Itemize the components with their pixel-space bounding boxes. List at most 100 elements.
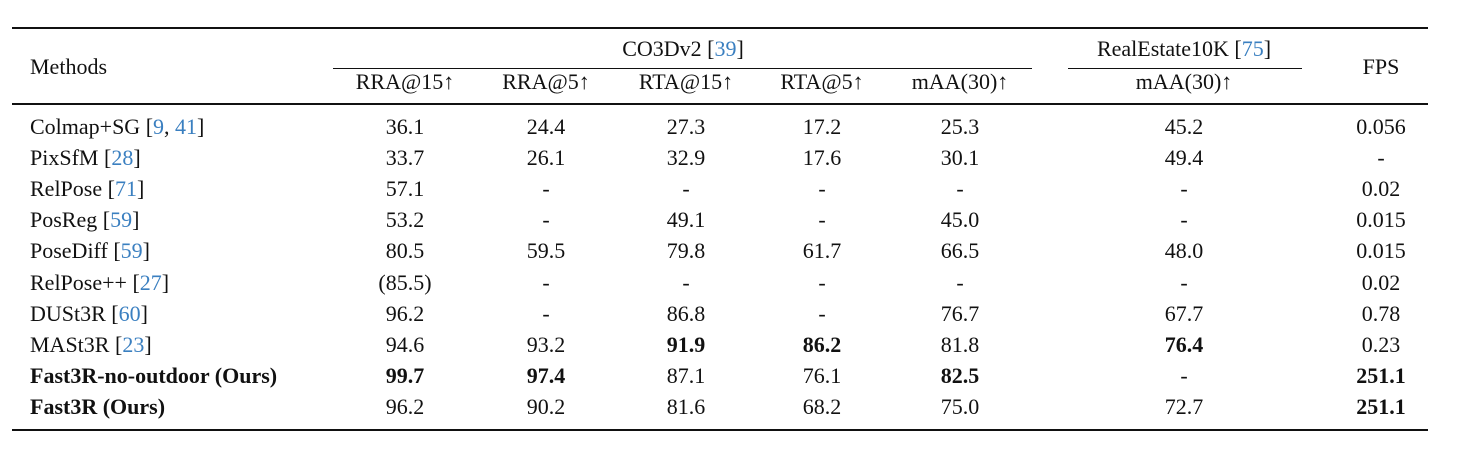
label: PosReg bbox=[30, 207, 98, 233]
value-cell: 91.9 bbox=[666, 331, 706, 357]
methods-header: Methods bbox=[30, 54, 107, 79]
value-cell: 0.02 bbox=[1361, 176, 1401, 202]
value-cell: 24.4 bbox=[526, 114, 566, 139]
value-cell: 94.6 bbox=[385, 331, 425, 357]
value-cell: 17.2 bbox=[802, 114, 842, 139]
value-cell: 86.8 bbox=[666, 300, 706, 326]
value-cell: 97.4 bbox=[526, 362, 566, 388]
label: Colmap+SG bbox=[30, 114, 141, 139]
method-name: PoseDiff [59] bbox=[30, 238, 150, 264]
citation: 71 bbox=[114, 176, 137, 202]
value-cell: 0.78 bbox=[1361, 300, 1401, 326]
bottom-rule bbox=[12, 429, 1428, 431]
value-cell: 76.1 bbox=[802, 362, 842, 388]
citation: 59 bbox=[110, 207, 133, 233]
value-cell: 45.0 bbox=[940, 207, 980, 233]
value-cell: 76.4 bbox=[1164, 331, 1204, 357]
method-name: Colmap+SG [9, 41] bbox=[30, 114, 205, 139]
value-cell: 48.0 bbox=[1164, 238, 1204, 264]
value-cell: - bbox=[818, 176, 826, 202]
value-cell: 0.015 bbox=[1356, 238, 1406, 264]
value-cell: 68.2 bbox=[802, 393, 842, 419]
value-cell: 33.7 bbox=[385, 145, 425, 171]
value-cell: 93.2 bbox=[526, 331, 566, 357]
method-name: Fast3R (Ours) bbox=[30, 393, 166, 419]
value-cell: - bbox=[1180, 207, 1188, 233]
group-rule bbox=[333, 68, 1032, 69]
method-name: PixSfM [28] bbox=[30, 145, 141, 171]
value-cell: 26.1 bbox=[526, 145, 566, 171]
value-cell: 96.2 bbox=[385, 300, 425, 326]
value-cell: 81.6 bbox=[666, 393, 706, 419]
value-cell: 96.2 bbox=[385, 393, 425, 419]
value-cell: 61.7 bbox=[802, 238, 842, 264]
value-cell: - bbox=[818, 207, 826, 233]
value-cell: 79.8 bbox=[666, 238, 706, 264]
value-cell: - bbox=[1180, 269, 1188, 295]
value-cell: 27.3 bbox=[666, 114, 706, 139]
column-header: RRA@15↑ bbox=[355, 69, 455, 94]
label: DUSt3R bbox=[30, 300, 106, 326]
value-cell: 99.7 bbox=[385, 362, 425, 388]
value-cell: 59.5 bbox=[526, 238, 566, 264]
value-cell: 75.0 bbox=[940, 393, 980, 419]
mid-rule bbox=[12, 103, 1428, 105]
label: RelPose++ bbox=[30, 269, 127, 295]
value-cell: 0.015 bbox=[1356, 207, 1406, 233]
value-cell: 80.5 bbox=[385, 238, 425, 264]
citation: 27 bbox=[139, 269, 162, 295]
column-header: RTA@15↑ bbox=[638, 69, 734, 94]
value-cell: 30.1 bbox=[940, 145, 980, 171]
value-cell: 90.2 bbox=[526, 393, 566, 419]
citation: 39 bbox=[714, 36, 737, 61]
group-header: RealEstate10K [75] bbox=[1096, 36, 1272, 61]
value-cell: 87.1 bbox=[666, 362, 706, 388]
column-header: RRA@5↑ bbox=[502, 69, 590, 94]
value-cell: 53.2 bbox=[385, 207, 425, 233]
citation: 9 bbox=[153, 114, 165, 139]
value-cell: - bbox=[542, 269, 550, 295]
value-cell: - bbox=[956, 269, 964, 295]
citation: 23 bbox=[122, 331, 145, 357]
label: RelPose bbox=[30, 176, 103, 202]
value-cell: 86.2 bbox=[802, 331, 842, 357]
value-cell: 251.1 bbox=[1356, 362, 1406, 388]
value-cell: - bbox=[818, 300, 826, 326]
label: MASt3R bbox=[30, 331, 110, 357]
value-cell: - bbox=[1377, 145, 1385, 171]
value-cell: 25.3 bbox=[940, 114, 980, 139]
value-cell: 251.1 bbox=[1356, 393, 1406, 419]
value-cell: 57.1 bbox=[385, 176, 425, 202]
value-cell: - bbox=[818, 269, 826, 295]
value-cell: 45.2 bbox=[1164, 114, 1204, 139]
value-cell: 76.7 bbox=[940, 300, 980, 326]
group-header: CO3Dv2 [39] bbox=[622, 36, 744, 61]
value-cell: - bbox=[682, 269, 690, 295]
value-cell: - bbox=[956, 176, 964, 202]
citation: 60 bbox=[118, 300, 141, 326]
value-cell: 36.1 bbox=[385, 114, 425, 139]
top-rule bbox=[12, 27, 1428, 29]
fps-header: FPS bbox=[1362, 54, 1400, 79]
value-cell: 17.6 bbox=[802, 145, 842, 171]
value-cell: 72.7 bbox=[1164, 393, 1204, 419]
value-cell: - bbox=[682, 176, 690, 202]
citation: 41 bbox=[175, 114, 198, 139]
citation: 59 bbox=[120, 238, 143, 264]
citation: 75 bbox=[1241, 36, 1264, 61]
value-cell: 49.4 bbox=[1164, 145, 1204, 171]
citation: 28 bbox=[111, 145, 134, 171]
value-cell: 82.5 bbox=[940, 362, 980, 388]
value-cell: 66.5 bbox=[940, 238, 980, 264]
method-name: RelPose++ [27] bbox=[30, 269, 170, 295]
label: Fast3R-no-outdoor (Ours) bbox=[30, 362, 278, 388]
column-header: RTA@5↑ bbox=[780, 69, 864, 94]
value-cell: 0.02 bbox=[1361, 269, 1401, 295]
value-cell: - bbox=[542, 176, 550, 202]
label: Fast3R (Ours) bbox=[30, 393, 166, 419]
value-cell: - bbox=[1180, 176, 1188, 202]
value-cell: - bbox=[542, 300, 550, 326]
value-cell: 32.9 bbox=[666, 145, 706, 171]
label: PixSfM bbox=[30, 145, 99, 171]
